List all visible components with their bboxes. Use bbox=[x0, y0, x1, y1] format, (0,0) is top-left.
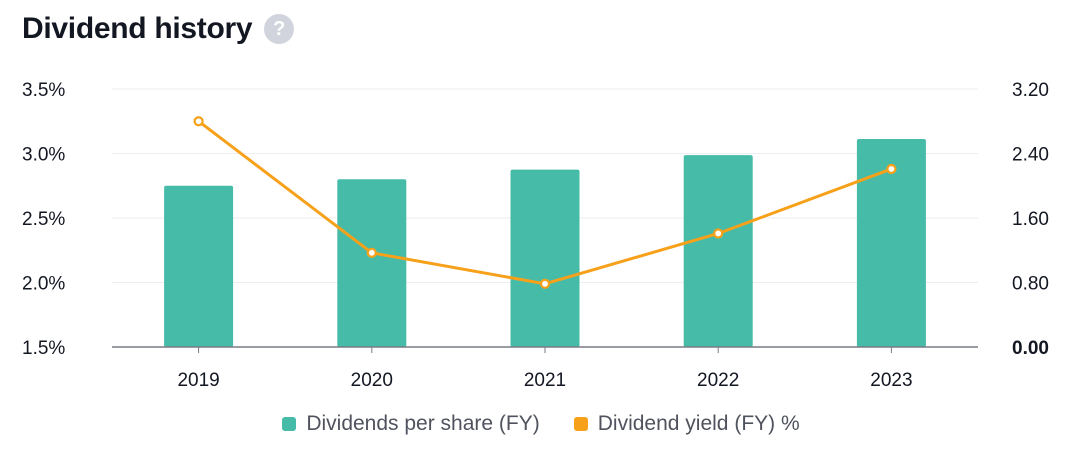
bar-series bbox=[164, 138, 926, 347]
right-axis-tick-label: 1.60 bbox=[1012, 209, 1049, 230]
left-axis-tick-label: 1.5% bbox=[22, 338, 65, 359]
right-axis-tick-label: 0.00 bbox=[1012, 338, 1049, 359]
dividend-bar bbox=[683, 155, 753, 347]
x-axis-tick-label: 2019 bbox=[177, 370, 219, 391]
left-axis-tick-label: 2.0% bbox=[22, 274, 65, 295]
legend-item-dividends[interactable]: Dividends per share (FY) bbox=[282, 412, 540, 436]
yield-point bbox=[713, 228, 724, 239]
tick-labels: 3.5% 3.0% 2.5% 2.0% 1.5% 3.20 2.40 1.60 0.80 0.00… bbox=[22, 80, 1049, 391]
axes bbox=[112, 346, 978, 353]
x-axis-tick-label: 2021 bbox=[524, 370, 566, 391]
legend-label-yield: Dividend yield (FY) % bbox=[597, 412, 800, 435]
legend-item-yield[interactable]: Dividend yield (FY) % bbox=[573, 412, 800, 436]
right-axis-tick-label: 3.20 bbox=[1012, 80, 1049, 101]
dividend-bar bbox=[164, 185, 234, 347]
chart-legend: Dividends per share (FY) Dividend yield … bbox=[0, 412, 1082, 436]
yield-point bbox=[886, 163, 897, 175]
dividend-chart: 3.5% 3.0% 2.5% 2.0% 1.5% 3.20 2.40 1.60 0.80 0.00… bbox=[22, 80, 1049, 391]
legend-swatch-dividends bbox=[282, 417, 297, 431]
left-axis-tick-label: 3.5% bbox=[22, 80, 65, 101]
legend-label-dividends: Dividends per share (FY) bbox=[306, 412, 540, 435]
x-axis-tick-label: 2022 bbox=[697, 370, 739, 391]
legend-swatch-yield bbox=[573, 417, 588, 431]
help-icon[interactable]: ? bbox=[264, 14, 295, 44]
yield-point bbox=[366, 247, 377, 258]
x-axis-tick-label: 2020 bbox=[351, 370, 393, 391]
dividend-bar bbox=[337, 179, 407, 347]
right-axis-tick-label: 2.40 bbox=[1012, 145, 1049, 166]
line-series bbox=[193, 116, 897, 289]
left-axis-tick-label: 3.0% bbox=[22, 145, 65, 166]
right-axis-tick-label: 0.80 bbox=[1012, 274, 1049, 295]
left-axis-tick-label: 2.5% bbox=[22, 209, 65, 230]
yield-point bbox=[539, 278, 551, 289]
chart-header: Dividend history ? bbox=[22, 12, 295, 46]
yield-point bbox=[193, 116, 204, 127]
x-axis-tick-label: 2023 bbox=[870, 370, 912, 391]
dividend-bar bbox=[510, 169, 580, 347]
dividend-bar bbox=[856, 138, 926, 347]
chart-title: Dividend history bbox=[22, 12, 253, 45]
